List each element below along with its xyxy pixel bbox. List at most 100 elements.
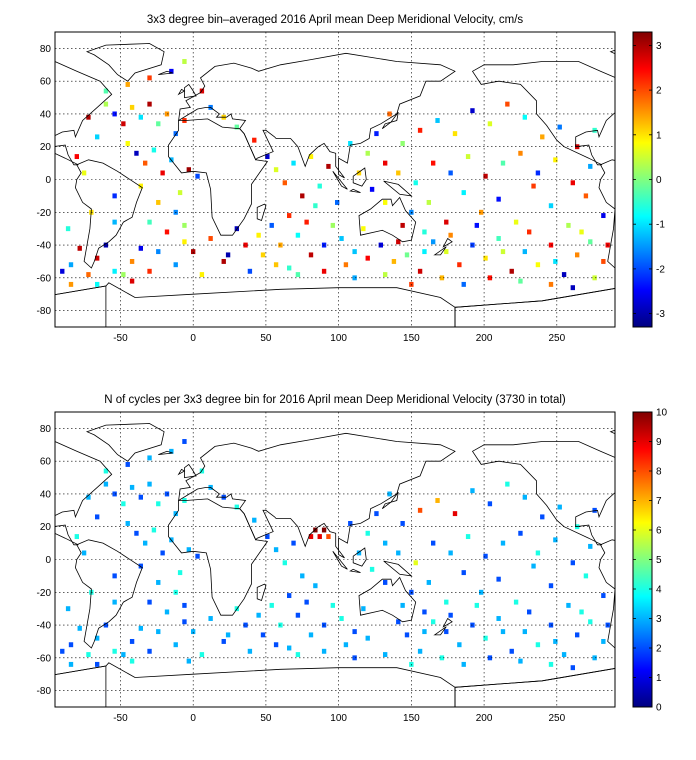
data-bin — [265, 534, 270, 540]
velocity-map-grid — [55, 32, 615, 327]
data-bin — [321, 268, 327, 274]
data-bin — [509, 648, 514, 654]
y-tick-label: 40 — [40, 109, 52, 120]
data-bin — [138, 114, 143, 120]
data-bin — [287, 213, 292, 219]
data-bin — [308, 534, 314, 540]
data-bin — [103, 622, 109, 628]
data-bin — [383, 272, 388, 278]
data-bin — [147, 101, 152, 107]
data-bin — [191, 629, 196, 635]
data-bin — [461, 661, 466, 667]
data-bin — [518, 530, 523, 536]
data-bin — [95, 255, 100, 261]
coastline — [352, 167, 367, 187]
coastline — [256, 203, 267, 222]
data-bin — [81, 170, 87, 176]
data-bin — [400, 222, 405, 228]
data-bin — [583, 193, 589, 199]
data-bin — [330, 222, 335, 228]
data-bin — [86, 114, 91, 120]
data-bin — [300, 193, 305, 199]
data-bin — [321, 527, 327, 533]
data-bin — [103, 101, 109, 107]
data-bin — [121, 272, 126, 278]
x-tick-label: 50 — [260, 333, 272, 344]
data-bin — [431, 160, 436, 166]
coastline — [433, 246, 447, 256]
data-bin — [138, 625, 143, 631]
y-tick-label: -20 — [37, 588, 52, 599]
data-bin — [548, 203, 554, 209]
data-bin — [77, 245, 82, 251]
data-bin — [134, 150, 139, 156]
data-bin — [483, 255, 488, 261]
data-bin — [417, 127, 423, 133]
y-tick-label: 20 — [40, 522, 52, 533]
data-bin — [147, 455, 152, 461]
x-tick-label: 200 — [476, 333, 493, 344]
data-bin — [243, 622, 248, 628]
y-tick-label: 60 — [40, 457, 52, 468]
data-bin — [444, 219, 449, 225]
coastline — [471, 61, 615, 166]
data-bin — [343, 642, 349, 648]
data-bin — [348, 520, 353, 526]
data-bin — [112, 648, 117, 654]
coastline — [442, 237, 453, 248]
data-bin — [291, 160, 296, 166]
data-bin — [321, 648, 327, 654]
data-bin — [422, 249, 427, 255]
colorbar-tick-label: 4 — [656, 585, 662, 596]
data-bin — [527, 609, 532, 615]
data-bin — [186, 658, 191, 664]
data-bin — [103, 88, 109, 94]
colorbar-tick-label: -2 — [656, 264, 665, 275]
data-bin — [588, 163, 593, 169]
velocity-colorbar: 3 2 1 0 -1 -2 -3 — [632, 31, 665, 328]
data-bin — [74, 154, 79, 160]
colorbar-tick-label: 6 — [656, 526, 662, 537]
data-bin — [81, 550, 87, 556]
coastline — [55, 441, 113, 546]
data-bin — [287, 265, 292, 271]
data-bin — [356, 170, 362, 176]
data-bin — [335, 199, 340, 205]
data-bin — [121, 652, 126, 658]
data-bin — [400, 520, 405, 526]
data-bin — [570, 285, 575, 291]
data-bin — [173, 131, 178, 137]
data-bin — [156, 579, 161, 585]
x-tick-label: 100 — [330, 713, 347, 724]
colorbar-tick-label: 3 — [656, 614, 662, 625]
coastline — [692, 499, 696, 615]
colorbar-tick-label: 1 — [656, 673, 662, 684]
data-bin — [125, 520, 130, 526]
data-bin — [60, 268, 65, 274]
coastline — [352, 547, 367, 567]
data-bin — [103, 481, 109, 487]
data-bin — [330, 602, 335, 608]
data-bin — [295, 272, 301, 278]
data-bin — [553, 258, 558, 264]
data-bin — [260, 632, 266, 638]
data-bin — [465, 534, 471, 540]
coastline — [158, 70, 173, 75]
data-bin — [195, 173, 200, 179]
data-bin — [208, 616, 213, 621]
data-bin — [417, 648, 423, 654]
data-bin — [361, 226, 366, 232]
coastline — [383, 180, 413, 197]
data-bin — [413, 180, 418, 186]
data-bin — [383, 199, 388, 205]
data-bin — [143, 540, 148, 546]
data-bin — [208, 236, 213, 241]
velocity-map-frame — [54, 31, 616, 328]
data-bin — [295, 232, 301, 238]
data-bin — [461, 281, 466, 287]
data-bin — [129, 484, 135, 490]
data-bin — [247, 268, 253, 274]
coastline — [158, 450, 173, 455]
x-tick-label: 250 — [548, 333, 565, 344]
data-bin — [588, 619, 593, 625]
